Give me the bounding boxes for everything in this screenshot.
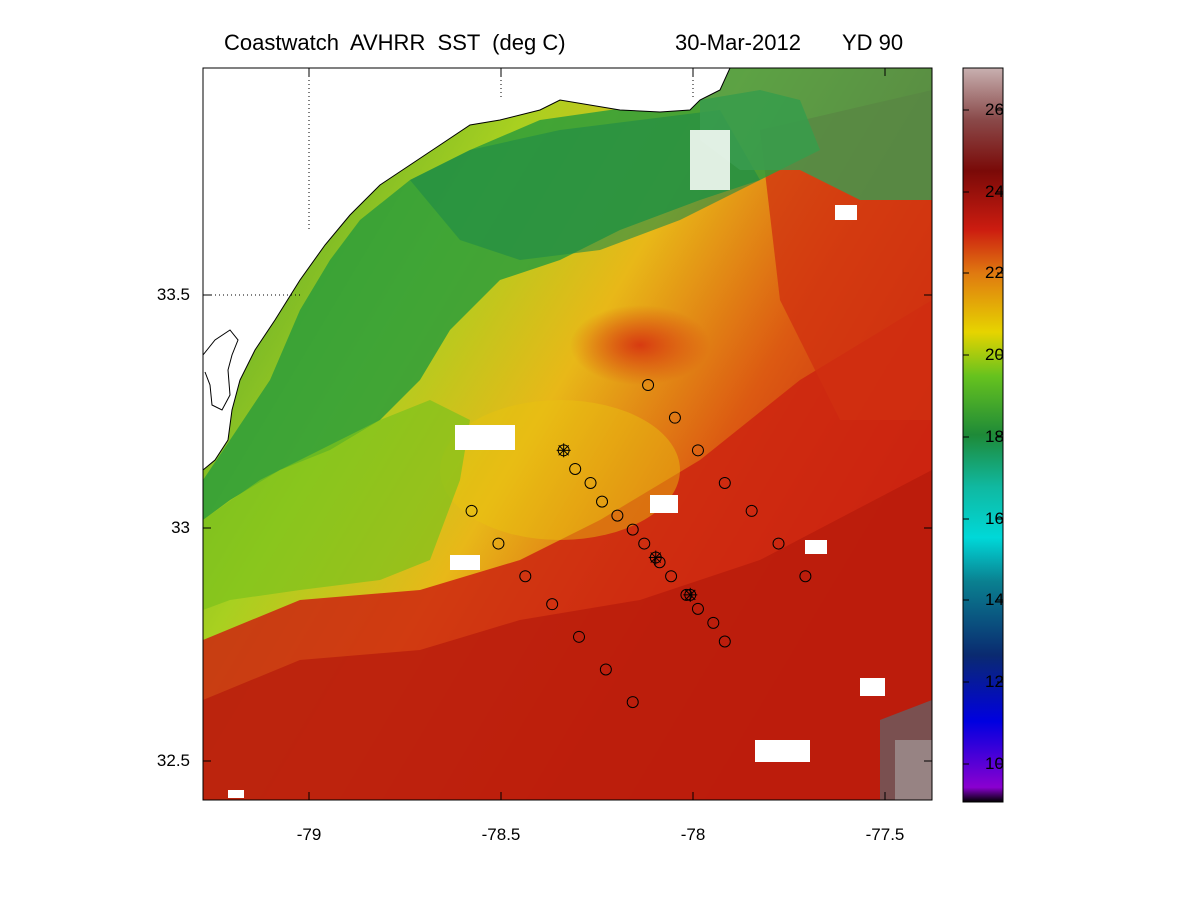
station-star-1: [648, 550, 663, 565]
station-circle-27: [599, 663, 612, 676]
station-circle-19: [691, 602, 704, 615]
lat-tick-33-5: 33.5: [156, 285, 190, 304]
station-circle-25: [546, 598, 559, 611]
colorbar-label-18: 18: [985, 427, 1004, 446]
station-circle-4: [745, 504, 758, 517]
station-star-2: [683, 587, 698, 602]
lon-tick-79: -79: [296, 825, 322, 844]
title-main: Coastwatch AVHRR SST (deg C): [224, 30, 566, 55]
station-circle-3: [718, 476, 731, 489]
station-circle-5: [772, 537, 785, 550]
station-circle-2: [691, 444, 704, 457]
colorbar-label-20: 20: [985, 345, 1004, 364]
colorbar-label-26: 26: [985, 100, 1004, 119]
station-circle-26: [573, 630, 586, 643]
lat-tick-33: 33: [171, 518, 190, 537]
plot-frame: [202, 67, 933, 801]
station-circle-13: [638, 537, 651, 550]
colorbar-ticks: [963, 109, 1003, 765]
station-circle-24: [519, 570, 532, 583]
station-circle-8: [569, 462, 582, 475]
station-circle-6: [799, 570, 812, 583]
lon-tick-77-5: -77.5: [865, 825, 905, 844]
station-circle-0: [642, 379, 655, 392]
lat-tick-32-5: 32.5: [156, 751, 190, 770]
station-circle-10: [596, 495, 609, 508]
station-markers: [465, 379, 812, 709]
station-circle-20: [707, 616, 720, 629]
lon-tick-78: -78: [680, 825, 706, 844]
colorbar-label-10: 10: [985, 754, 1004, 773]
station-circle-22: [465, 504, 478, 517]
title-yd: YD 90: [842, 30, 904, 55]
colorbar-label-12: 12: [985, 672, 1004, 691]
colorbar-label-14: 14: [985, 590, 1004, 609]
station-circle-12: [626, 523, 639, 536]
station-star-0: [556, 443, 571, 458]
station-circle-23: [492, 537, 505, 550]
station-circle-9: [584, 476, 597, 489]
lon-tick-78-5: -78.5: [481, 825, 521, 844]
gridlines: [203, 68, 694, 296]
station-circle-11: [611, 509, 624, 522]
title-date: 30-Mar-2012: [675, 30, 801, 55]
colorbar: [962, 67, 1004, 803]
sst-field: [203, 68, 932, 800]
colorbar-label-24: 24: [985, 182, 1004, 201]
station-circle-1: [668, 411, 681, 424]
station-circle-21: [718, 635, 731, 648]
station-circle-16: [665, 570, 678, 583]
axis-ticks: [203, 68, 932, 800]
station-circle-28: [626, 696, 639, 709]
colorbar-label-22: 22: [985, 263, 1004, 282]
station-circle-15: [653, 556, 666, 569]
colorbar-label-16: 16: [985, 509, 1004, 528]
